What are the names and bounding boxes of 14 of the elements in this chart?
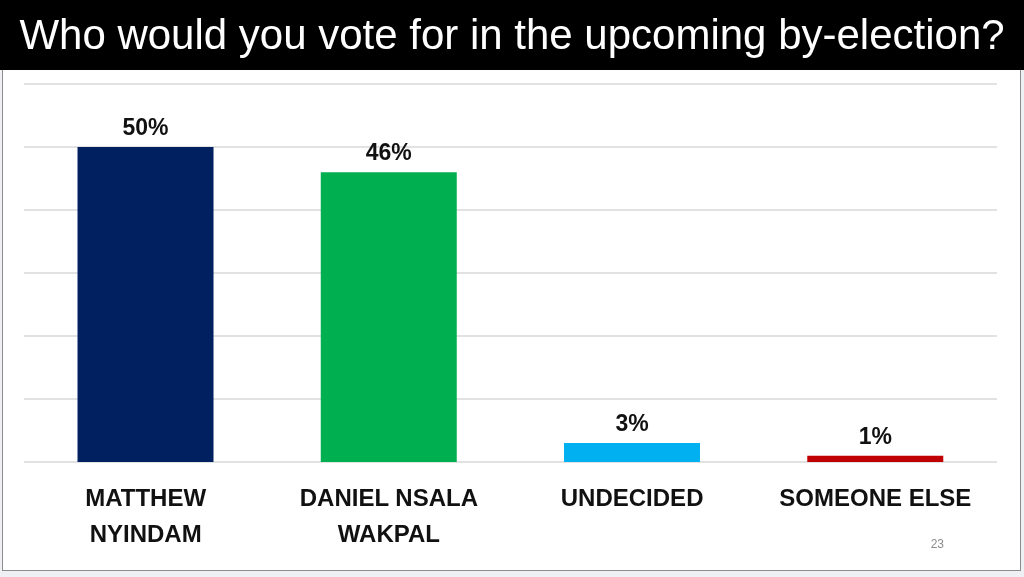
data-label: 1% <box>858 422 892 449</box>
text: 23 <box>930 537 944 551</box>
x-tick-label: SOMEONE ELSE <box>779 484 972 511</box>
data-label: 46% <box>365 139 412 166</box>
bar <box>320 172 457 462</box>
data-label: 50% <box>122 114 169 140</box>
x-tick-label: UNDECIDED <box>560 484 704 511</box>
bar <box>807 455 944 462</box>
data-label: 3% <box>615 410 649 437</box>
chart-title: Who would you vote for in the upcoming by-election? <box>19 11 1005 59</box>
bar <box>564 443 701 462</box>
x-tick-label: DANIEL NSALA WAKPAL <box>299 484 478 547</box>
bar <box>77 147 214 462</box>
x-tick-label: MATTHEW NYINDAM <box>85 484 207 547</box>
